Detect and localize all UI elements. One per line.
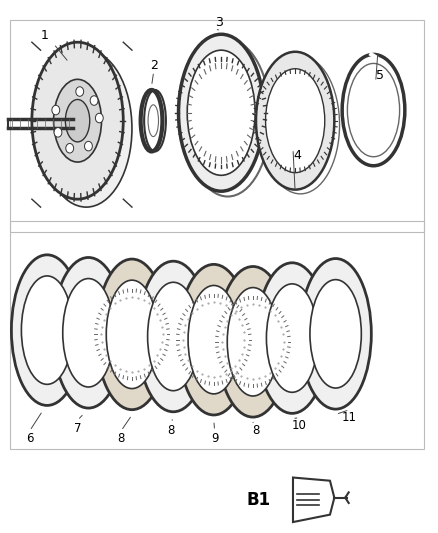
Ellipse shape bbox=[256, 52, 334, 190]
Text: 7: 7 bbox=[74, 422, 81, 435]
Ellipse shape bbox=[300, 259, 371, 409]
Text: 8: 8 bbox=[117, 432, 125, 446]
Text: 3: 3 bbox=[215, 16, 223, 29]
Text: 8: 8 bbox=[252, 424, 260, 438]
Ellipse shape bbox=[65, 100, 90, 142]
Ellipse shape bbox=[96, 259, 168, 410]
Ellipse shape bbox=[41, 50, 132, 207]
Text: 4: 4 bbox=[293, 149, 301, 161]
Circle shape bbox=[76, 87, 84, 96]
Ellipse shape bbox=[187, 50, 255, 175]
Circle shape bbox=[95, 114, 103, 123]
Ellipse shape bbox=[188, 286, 240, 394]
Text: 1: 1 bbox=[41, 29, 49, 42]
Text: 11: 11 bbox=[342, 411, 357, 424]
Ellipse shape bbox=[11, 255, 83, 406]
Circle shape bbox=[66, 143, 74, 153]
Text: 5: 5 bbox=[376, 69, 384, 82]
Ellipse shape bbox=[310, 280, 361, 388]
Ellipse shape bbox=[21, 276, 73, 384]
Ellipse shape bbox=[63, 279, 114, 387]
Ellipse shape bbox=[256, 263, 328, 414]
Ellipse shape bbox=[148, 282, 199, 391]
Circle shape bbox=[54, 127, 62, 137]
Circle shape bbox=[90, 96, 98, 106]
Text: 6: 6 bbox=[26, 432, 33, 446]
Text: 8: 8 bbox=[167, 424, 175, 438]
Ellipse shape bbox=[53, 79, 102, 162]
Ellipse shape bbox=[217, 266, 289, 417]
Circle shape bbox=[52, 106, 60, 115]
Ellipse shape bbox=[265, 69, 325, 173]
Ellipse shape bbox=[179, 34, 264, 191]
Text: 10: 10 bbox=[292, 419, 307, 432]
Circle shape bbox=[85, 141, 92, 151]
Ellipse shape bbox=[178, 264, 250, 415]
Ellipse shape bbox=[138, 261, 209, 412]
Text: 9: 9 bbox=[211, 432, 219, 446]
Ellipse shape bbox=[227, 288, 279, 396]
Text: B1: B1 bbox=[246, 491, 270, 509]
Ellipse shape bbox=[32, 42, 123, 199]
Ellipse shape bbox=[106, 280, 158, 389]
Text: 2: 2 bbox=[150, 59, 158, 71]
Ellipse shape bbox=[53, 257, 124, 408]
Ellipse shape bbox=[266, 284, 318, 392]
